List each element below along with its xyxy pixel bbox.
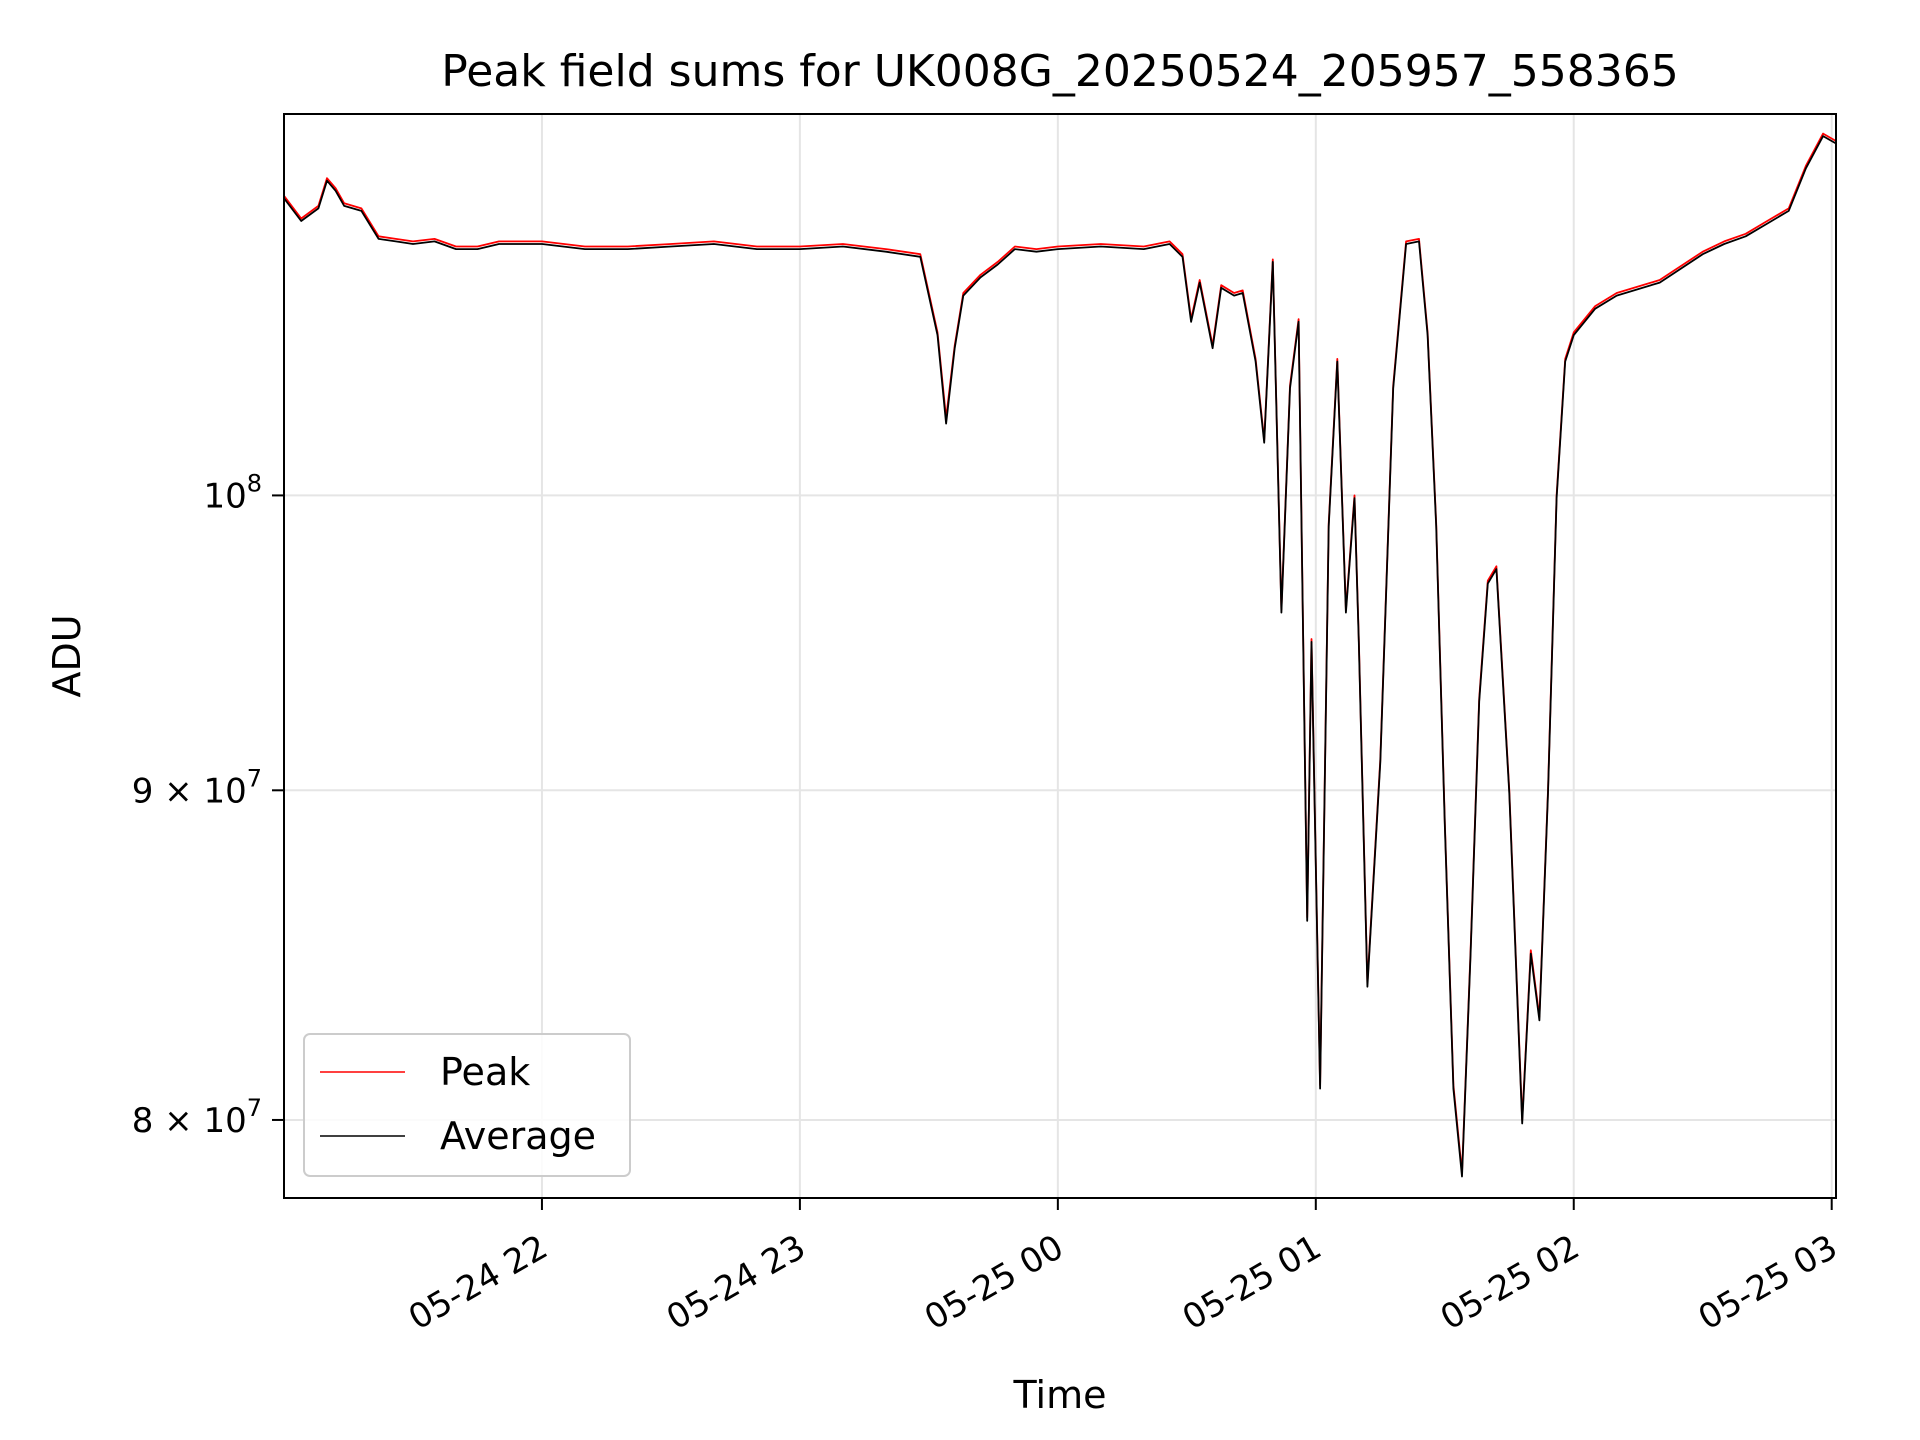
x-axis-label: Time (1013, 1373, 1107, 1417)
legend-label-peak: Peak (440, 1050, 530, 1094)
plot-frame (283, 113, 1837, 1199)
y-tick-label: 8 × 107 (132, 1094, 262, 1141)
legend-box (303, 1033, 631, 1177)
y-axis-label: ADU (45, 614, 89, 697)
series-line-average (284, 135, 1836, 1178)
grid (284, 114, 1836, 1198)
x-tick-label: 05-25 02 (1434, 1227, 1586, 1338)
series-layer (284, 132, 1836, 1178)
series-line-peak (284, 132, 1836, 1174)
legend: Peak Average (303, 1033, 631, 1177)
chart-title: Peak field sums for UK008G_20250524_2059… (441, 46, 1678, 97)
x-tick-label: 05-24 23 (660, 1227, 812, 1338)
x-axis: 05-24 22 05-24 23 05-25 00 05-25 01 05-25 02… (402, 1198, 1844, 1338)
legend-label-average: Average (440, 1114, 596, 1158)
x-tick-label: 05-24 22 (402, 1227, 554, 1338)
y-tick-label: 108 (203, 469, 262, 516)
y-axis: 108 9 × 107 8 × 107 (132, 469, 284, 1141)
x-tick-label: 05-25 01 (1176, 1227, 1328, 1338)
y-tick-label: 9 × 107 (132, 764, 262, 811)
x-tick-label: 05-25 03 (1692, 1227, 1844, 1338)
x-tick-label: 05-25 00 (918, 1227, 1070, 1338)
